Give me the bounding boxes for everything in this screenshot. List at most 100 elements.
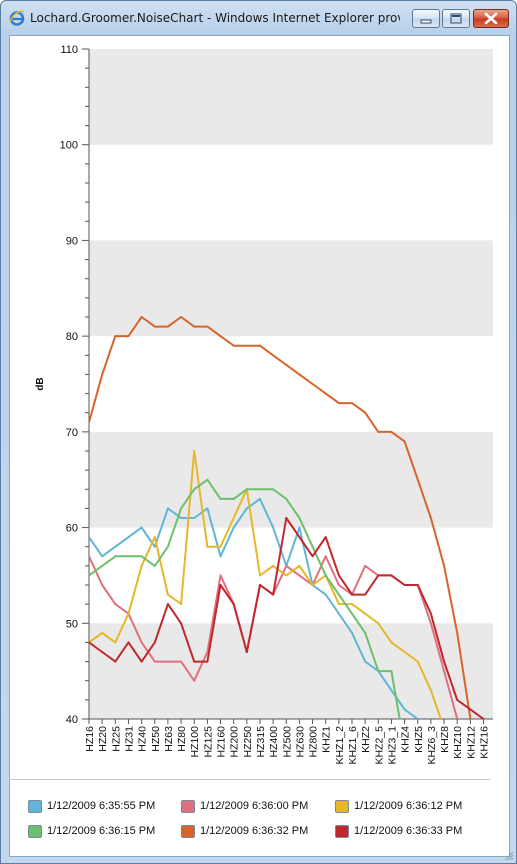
x-tick-label: KHZ10 [452,726,464,759]
data-point [377,574,380,577]
x-tick-label: HZ315 [255,726,267,758]
data-point [180,507,183,510]
data-point [153,545,156,548]
resize-grip-icon[interactable] [504,851,514,861]
x-tick-label: HZ125 [202,726,214,758]
grid-band [89,240,493,337]
data-point [166,603,169,606]
legend-swatch [28,825,42,838]
x-tick-label: HZ630 [294,726,306,758]
data-point [285,564,288,567]
data-point [245,344,248,347]
data-point [298,373,301,376]
data-point [456,718,459,719]
data-point [337,584,340,586]
data-point [193,325,196,328]
data-point [298,517,301,519]
minimize-icon [420,19,432,24]
data-point [429,689,432,692]
x-tick-label: KHZ1_2 [334,726,346,765]
data-point [114,641,117,644]
data-point [219,584,222,586]
data-point [429,517,432,519]
data-point [456,698,459,701]
data-point [416,584,419,586]
x-tick-label: HZ16 [84,726,96,752]
data-point [153,564,156,567]
data-point [219,574,222,577]
data-point [166,593,169,596]
legend-swatch [28,800,42,813]
data-point [258,584,261,586]
data-point [206,325,209,328]
data-point [443,660,446,663]
minimize-button[interactable] [412,9,440,28]
data-point [311,555,314,558]
data-point [166,507,169,510]
data-point [101,584,104,586]
data-point [364,593,367,596]
data-point [101,631,104,634]
data-point [153,660,156,663]
data-point [351,612,353,615]
data-point [311,584,314,586]
series-line [89,450,442,719]
data-point [258,497,261,500]
series-line [89,497,419,719]
data-point [390,689,393,692]
data-point [127,641,130,644]
data-point [89,641,90,644]
data-point [285,497,288,500]
data-point [390,670,393,673]
x-tick-label: KHZ2_5 [373,726,385,765]
x-tick-label: HZ20 [97,726,109,752]
data-point [140,555,143,558]
y-tick-label: 50 [66,618,78,630]
data-point [416,478,419,481]
x-tick-label: HZ25 [110,726,122,752]
legend-divider [9,779,490,780]
x-tick-label: KHZ6_3 [426,726,438,765]
legend-swatch [181,825,195,838]
data-point [443,670,446,673]
data-point [403,584,406,586]
legend-swatch [335,825,349,838]
grid-band [89,623,493,719]
data-point [89,574,90,577]
data-point [403,651,406,653]
data-point [114,335,117,338]
data-point [89,555,90,558]
data-point [403,440,406,443]
data-point [324,392,327,395]
data-point [390,641,393,644]
legend-label: 1/12/2009 6:36:32 PM [200,825,309,837]
x-tick-label: KHZ8 [439,726,451,753]
data-point [180,517,183,519]
data-point [324,555,327,558]
data-point [258,574,261,577]
y-tick-label: 110 [60,44,78,56]
data-point [324,536,327,539]
title-bar[interactable]: Lochard.Groomer.NoiseChart - Windows Int… [1,1,516,35]
data-point [272,488,275,491]
data-point [285,574,288,577]
close-button[interactable] [473,9,509,28]
x-tick-label: HZ80 [176,726,188,752]
series-line [89,316,472,719]
maximize-button[interactable] [442,9,470,28]
data-point [351,631,353,634]
data-point [140,316,143,318]
data-point [101,555,104,558]
data-point [285,363,288,366]
y-tick-label: 90 [66,235,78,247]
data-point [219,335,222,338]
x-tick-label: KHZ3_1 [386,726,398,765]
data-point [140,526,143,529]
maximize-icon [450,13,462,24]
data-point [469,718,472,719]
data-point [364,631,367,634]
data-point [456,631,459,634]
x-tick-label: HZ160 [216,726,228,758]
page-content: 40 50 60 70 80 90 100 110 dB HZ16 HZ20 HZ25 HZ31 HZ40… [9,35,510,857]
